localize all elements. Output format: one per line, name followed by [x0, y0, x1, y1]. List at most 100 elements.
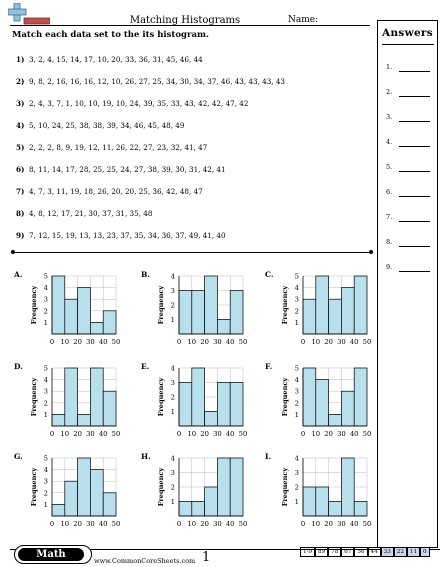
problem-number: 2)	[16, 77, 25, 86]
problem-row: 1) 3, 2, 4, 15, 14, 17, 10, 20, 33, 36, …	[16, 55, 203, 64]
score-cell: 78	[328, 547, 342, 557]
histogram-bar	[229, 382, 244, 427]
y-axis-label: Frequency	[281, 378, 289, 417]
site-url: www.CommonCoreSheets.com	[94, 557, 196, 565]
histogram-bar	[328, 298, 342, 335]
problem-row: 8) 4, 8, 12, 17, 21, 30, 37, 31, 35, 48	[16, 209, 152, 218]
problem-data-set: 9, 8, 2, 16, 16, 16, 12, 10, 26, 27, 25,…	[28, 77, 286, 86]
x-tick-label: 20	[73, 430, 82, 438]
y-tick-label: 2	[44, 307, 48, 315]
x-tick-label: 20	[200, 520, 209, 528]
x-tick-label: 30	[86, 520, 95, 528]
problem-number: 9)	[16, 231, 25, 240]
problem-number: 5)	[16, 143, 25, 152]
x-tick-label: 0	[177, 520, 181, 528]
problem-data-set: 2, 4, 3, 7, 1, 10, 10, 19, 10, 24, 39, 3…	[28, 99, 249, 108]
histogram-bar	[90, 322, 104, 335]
answer-blank[interactable]	[399, 171, 430, 172]
y-tick-label: 2	[295, 399, 299, 407]
y-tick-label: 5	[44, 365, 48, 373]
problem-number: 8)	[16, 209, 25, 218]
problem-number: 6)	[16, 165, 25, 174]
y-tick-label: 4	[171, 273, 175, 281]
histogram-bar	[51, 275, 66, 335]
y-tick-label: 4	[171, 365, 175, 373]
answer-blank[interactable]	[399, 221, 430, 222]
problem-data-set: 8, 11, 14, 17, 28, 25, 25, 24, 27, 38, 3…	[28, 165, 226, 174]
x-tick-label: 30	[213, 520, 222, 528]
problem-number: 4)	[16, 121, 25, 130]
y-tick-label: 4	[295, 376, 299, 384]
x-tick-label: 10	[60, 338, 69, 346]
x-tick-label: 50	[112, 338, 121, 346]
answer-blank[interactable]	[399, 96, 430, 97]
problem-row: 5) 2, 2, 2, 8, 9, 19, 12, 11, 26, 22, 27…	[16, 143, 207, 152]
name-label: Name:	[288, 15, 319, 25]
y-tick-label: 1	[295, 411, 299, 419]
score-cell: 89	[315, 547, 329, 557]
problem-data-set: 2, 2, 2, 8, 9, 19, 12, 11, 26, 22, 27, 2…	[28, 143, 208, 152]
x-tick-label: 0	[301, 338, 305, 346]
problem-number: 7)	[16, 187, 25, 196]
y-axis-label: Frequency	[157, 468, 165, 507]
answer-blank[interactable]	[399, 146, 430, 147]
histogram-bar	[191, 367, 205, 427]
histogram-bar	[64, 480, 78, 517]
problem-data-set: 4, 8, 12, 17, 21, 30, 37, 31, 35, 48	[28, 209, 153, 218]
x-tick-label: 40	[226, 338, 235, 346]
answer-blank[interactable]	[399, 246, 430, 247]
histogram-bar	[353, 501, 368, 517]
y-tick-label: 5	[44, 455, 48, 463]
histogram-bar	[77, 414, 91, 427]
x-tick-label: 10	[187, 520, 196, 528]
histogram-bar	[302, 367, 317, 427]
section-divider	[13, 252, 371, 253]
page-number: 1	[202, 550, 211, 565]
histogram-bar	[102, 390, 117, 427]
y-tick-label: 4	[44, 376, 48, 384]
x-tick-label: 40	[226, 430, 235, 438]
y-axis-label: Frequency	[30, 286, 38, 325]
histogram-letter: B.	[141, 270, 150, 279]
y-tick-label: 3	[44, 478, 48, 486]
answer-blank[interactable]	[399, 121, 430, 122]
histogram-bar	[90, 469, 104, 517]
answer-blank[interactable]	[399, 71, 430, 72]
x-tick-label: 50	[363, 520, 372, 528]
histogram-bar	[353, 367, 368, 427]
histogram-bar	[178, 501, 193, 517]
x-tick-label: 0	[177, 430, 181, 438]
problem-row: 4) 5, 10, 24, 25, 38, 38, 39, 34, 46, 45…	[16, 121, 184, 130]
x-tick-label: 50	[112, 430, 121, 438]
x-tick-label: 0	[50, 520, 54, 528]
x-tick-label: 50	[363, 338, 372, 346]
answer-blank[interactable]	[399, 196, 430, 197]
problem-data-set: 5, 10, 24, 25, 38, 38, 39, 34, 46, 45, 4…	[28, 121, 185, 130]
x-tick-label: 50	[239, 430, 248, 438]
x-tick-label: 30	[213, 338, 222, 346]
y-tick-label: 5	[295, 273, 299, 281]
y-axis-label: Frequency	[157, 286, 165, 325]
answer-blank[interactable]	[399, 271, 430, 272]
histogram-bar	[191, 501, 205, 517]
x-tick-label: 10	[311, 338, 320, 346]
x-tick-label: 50	[112, 520, 121, 528]
answer-number: 8.	[386, 238, 393, 246]
x-tick-label: 30	[337, 430, 346, 438]
histogram-bar	[90, 367, 104, 427]
score-cell: 44	[367, 547, 381, 557]
x-tick-label: 40	[350, 338, 359, 346]
x-tick-label: 40	[350, 520, 359, 528]
histogram-bar	[302, 486, 317, 517]
x-tick-label: 30	[213, 430, 222, 438]
x-tick-label: 40	[226, 520, 235, 528]
answer-number: 3.	[386, 113, 393, 121]
problem-row: 6) 8, 11, 14, 17, 28, 25, 25, 24, 27, 38…	[16, 165, 226, 174]
histogram-bar	[51, 504, 66, 517]
x-tick-label: 30	[86, 338, 95, 346]
histogram-bar	[341, 287, 355, 335]
histogram-bar	[217, 319, 231, 335]
y-axis-label: Frequency	[30, 378, 38, 417]
